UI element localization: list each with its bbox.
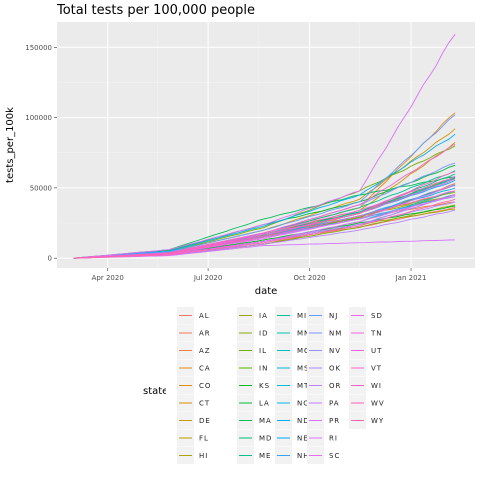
legend-label-az: AZ xyxy=(199,347,211,355)
y-axis-ticks: 0 50000 100000 150000 xyxy=(25,44,57,263)
legend-label-mo: MO xyxy=(297,347,311,355)
legend-label-ut: UT xyxy=(371,347,382,355)
legend-label-ct: CT xyxy=(199,400,210,408)
legend-label-la: LA xyxy=(259,400,270,408)
series-line-wy xyxy=(73,198,456,259)
series-line-wv xyxy=(73,171,456,259)
legend-label-pa: PA xyxy=(329,400,340,408)
x-tick-label: Jul 2020 xyxy=(193,274,223,282)
legend-label-sd: SD xyxy=(371,312,383,320)
legend-label-mn: MN xyxy=(297,330,310,338)
legend-label-vt: VT xyxy=(371,365,382,373)
series-lines xyxy=(73,34,456,259)
legend-label-pr: PR xyxy=(329,417,340,425)
x-tick-label: Apr 2020 xyxy=(92,274,124,282)
y-tick-label: 100000 xyxy=(25,114,52,122)
legend-label-md: MD xyxy=(259,435,272,443)
legend: AL AR AZ CA CO CT DE FL HI IA ID IL IN KS LA MA MD ME MI MN… xyxy=(166,305,394,475)
legend-label-tn: TN xyxy=(370,330,383,338)
legend-label-sc: SC xyxy=(329,452,340,460)
legend-label-ca: CA xyxy=(199,365,211,373)
x-axis-ticks: Apr 2020 Jul 2020 Oct 2020 Jan 2021 xyxy=(92,268,427,282)
legend-title: state xyxy=(143,386,168,397)
series-line-nj xyxy=(73,114,456,259)
legend-label-wi: WI xyxy=(371,382,382,390)
legend-label-mi: MI xyxy=(297,312,307,320)
legend-label-nm: NM xyxy=(329,330,342,338)
legend-label-ia: IA xyxy=(259,312,268,320)
legend-label-fl: FL xyxy=(199,435,209,443)
legend-label-id: ID xyxy=(259,330,268,338)
y-tick-label: 50000 xyxy=(30,184,52,192)
legend-label-or: OR xyxy=(329,382,341,390)
y-tick-label: 0 xyxy=(48,255,52,263)
legend-label-wy: WY xyxy=(371,417,384,425)
legend-label-ri: RI xyxy=(329,435,338,443)
legend-label-ms: MS xyxy=(297,365,309,373)
legend-label-ma: MA xyxy=(259,417,272,425)
legend-label-nv: NV xyxy=(329,347,341,355)
legend-label-ks: KS xyxy=(259,382,270,390)
legend-label-wv: WV xyxy=(371,400,385,408)
legend-label-me: ME xyxy=(259,452,271,460)
legend-label-de: DE xyxy=(199,417,211,425)
legend-label-ar: AR xyxy=(199,330,211,338)
minor-gridlines xyxy=(57,22,475,268)
x-axis-title: date xyxy=(255,286,278,297)
legend-label-al: AL xyxy=(199,312,210,320)
legend-label-il: IL xyxy=(259,347,267,355)
x-tick-label: Oct 2020 xyxy=(293,274,325,282)
chart-title: Total tests per 100,000 people xyxy=(56,3,255,18)
legend-label-co: CO xyxy=(199,382,211,390)
legend-label-nh: NH xyxy=(297,452,310,460)
plot-panel xyxy=(57,22,475,268)
legend-label-mt: MT xyxy=(297,382,309,390)
legend-label-in: IN xyxy=(259,365,268,373)
legend-label-nj: NJ xyxy=(329,312,338,320)
y-tick-label: 150000 xyxy=(25,44,52,52)
y-axis-title: tests_per_100k xyxy=(5,107,16,183)
series-line-ri xyxy=(73,34,456,259)
x-tick-label: Jan 2021 xyxy=(395,274,427,282)
legend-label-nd: ND xyxy=(297,417,310,425)
legend-label-ok: OK xyxy=(329,365,341,373)
legend-label-ne: NE xyxy=(297,435,309,443)
legend-label-nc: NC xyxy=(297,400,309,408)
legend-label-hi: HI xyxy=(199,452,208,460)
series-line-pr xyxy=(73,239,456,259)
